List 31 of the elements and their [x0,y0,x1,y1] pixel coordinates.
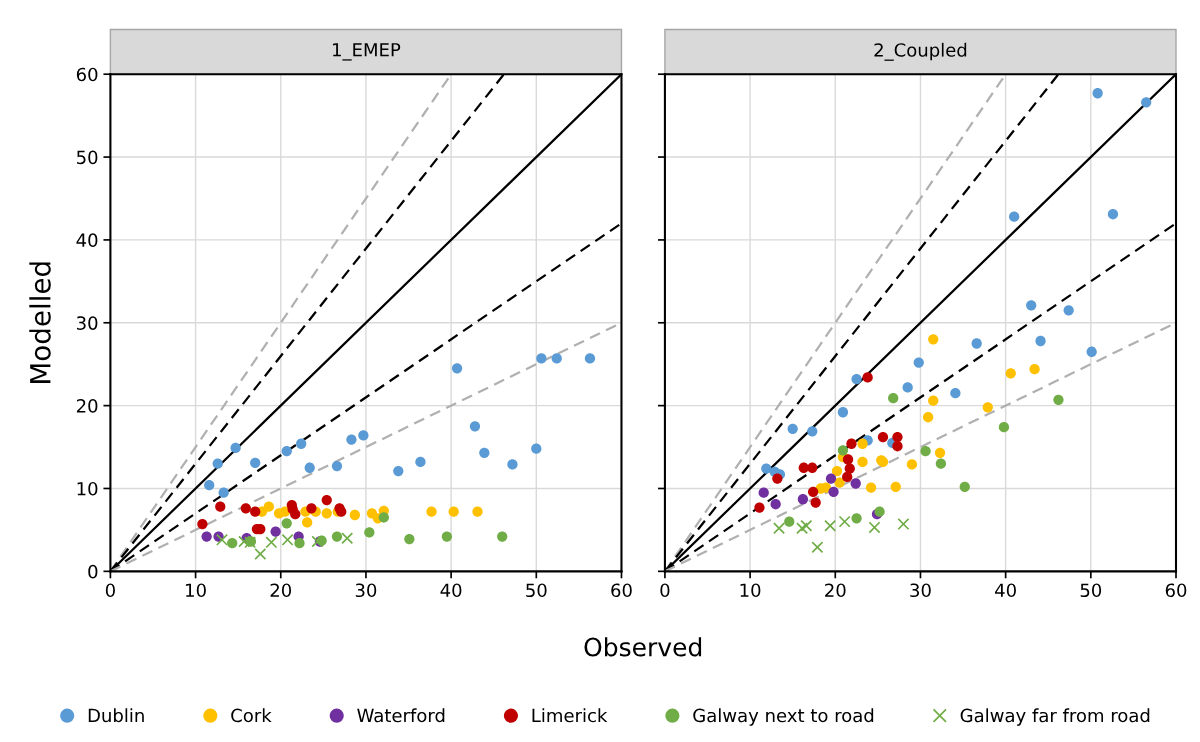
legend-label: Cork [231,708,272,723]
y-tick-label: 0 [88,564,98,579]
y-tick-label: 10 [77,481,98,496]
y-axis-title: Modelled [29,262,51,383]
chart-title: 1_EMEP [333,43,401,61]
x-tick-label: 40 [440,583,462,598]
legend-label: Galway next to road [693,708,874,726]
x-tick-label: 50 [526,583,547,598]
y-tick-label: 60 [76,67,98,82]
y-tick-label: 30 [77,316,98,330]
legend-label: Dublin [88,708,144,723]
x-tick-label: 60 [1165,583,1187,598]
x-tick-label: 60 [611,583,632,598]
legend-label: Galway far from road [960,708,1150,726]
x-tick-label: 0 [105,583,115,598]
x-tick-label: 20 [825,583,846,598]
legend-label: Limerick [532,708,608,723]
x-tick-label: 30 [355,583,377,598]
x-tick-label: 0 [660,583,670,598]
y-tick-label: 40 [76,233,98,248]
x-tick-label: 30 [910,583,931,598]
x-tick-label: 50 [1080,583,1102,598]
x-axis-title: Observed [584,637,702,657]
x-tick-label: 40 [995,583,1016,598]
y-tick-label: 20 [76,399,98,413]
x-tick-label: 20 [270,583,292,598]
y-tick-label: 50 [77,150,98,165]
legend-label: Waterford [357,708,445,723]
chart-title: 2_Coupled [874,42,967,61]
x-tick-label: 10 [740,583,761,598]
x-tick-label: 10 [186,583,206,598]
